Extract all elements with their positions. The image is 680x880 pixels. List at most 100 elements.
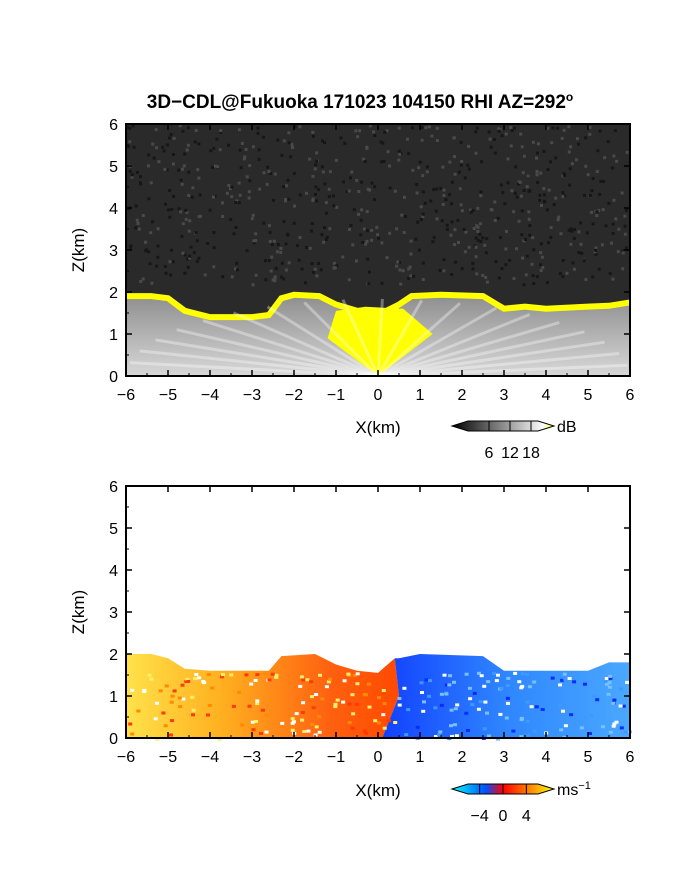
velocity-speck bbox=[341, 700, 346, 704]
colorbar-unit: dB bbox=[557, 419, 577, 436]
noise-speck bbox=[256, 126, 260, 130]
velocity-speck bbox=[163, 724, 168, 728]
noise-speck bbox=[264, 278, 268, 282]
noise-speck bbox=[395, 227, 399, 231]
velocity-speck bbox=[317, 730, 322, 734]
noise-speck bbox=[561, 174, 565, 178]
velocity-speck bbox=[420, 691, 424, 694]
velocity-speck bbox=[561, 709, 565, 713]
velocity-speck bbox=[540, 708, 545, 711]
velocity-speck bbox=[464, 711, 469, 715]
noise-speck bbox=[545, 208, 549, 212]
noise-speck bbox=[417, 248, 421, 252]
noise-speck bbox=[497, 129, 501, 133]
velocity-speck bbox=[169, 700, 174, 704]
velocity-speck bbox=[486, 734, 491, 738]
noise-speck bbox=[474, 151, 478, 155]
noise-speck bbox=[276, 138, 280, 142]
velocity-speck bbox=[625, 680, 630, 684]
noise-speck bbox=[463, 250, 467, 254]
noise-speck bbox=[289, 155, 293, 159]
noise-speck bbox=[506, 181, 510, 185]
noise-speck bbox=[509, 144, 513, 148]
noise-speck bbox=[219, 129, 223, 133]
x-tick-label: 2 bbox=[458, 387, 467, 404]
y-tick-label: 3 bbox=[109, 243, 118, 260]
noise-speck bbox=[527, 217, 531, 221]
noise-speck bbox=[471, 267, 475, 271]
velocity-speck bbox=[444, 692, 449, 696]
velocity-speck bbox=[579, 726, 584, 730]
noise-speck bbox=[323, 182, 327, 186]
noise-speck bbox=[472, 227, 476, 230]
velocity-speck bbox=[393, 721, 398, 724]
velocity-speck bbox=[529, 705, 534, 709]
noise-speck bbox=[126, 125, 130, 129]
noise-speck bbox=[599, 179, 603, 183]
noise-speck bbox=[311, 174, 315, 178]
noise-speck bbox=[604, 224, 608, 228]
noise-speck bbox=[186, 265, 190, 269]
noise-speck bbox=[197, 256, 201, 260]
noise-speck bbox=[522, 283, 526, 287]
noise-speck bbox=[474, 130, 478, 134]
noise-speck bbox=[323, 226, 326, 230]
velocity-speck bbox=[476, 707, 481, 711]
noise-speck bbox=[460, 267, 464, 271]
noise-speck bbox=[314, 192, 317, 196]
noise-speck bbox=[335, 264, 339, 268]
noise-speck bbox=[512, 210, 516, 214]
x-tick-label: −3 bbox=[243, 749, 261, 766]
colorbar-tick-label: 18 bbox=[522, 445, 540, 462]
noise-speck bbox=[366, 187, 370, 191]
velocity-speck bbox=[328, 677, 332, 681]
velocity-speck bbox=[181, 697, 186, 701]
beam-ray bbox=[377, 330, 585, 378]
noise-speck bbox=[500, 267, 504, 271]
noise-speck bbox=[449, 233, 453, 237]
noise-speck bbox=[417, 166, 421, 170]
noise-speck bbox=[570, 229, 574, 233]
noise-speck bbox=[562, 128, 566, 132]
noise-speck bbox=[248, 179, 252, 183]
noise-speck bbox=[615, 159, 619, 163]
velocity-speck bbox=[299, 675, 304, 679]
noise-speck bbox=[188, 256, 191, 260]
noise-speck bbox=[575, 158, 578, 162]
noise-speck bbox=[181, 251, 185, 255]
noise-speck bbox=[211, 165, 214, 169]
noise-speck bbox=[331, 194, 335, 198]
velocity-speck bbox=[466, 729, 470, 732]
noise-speck bbox=[614, 217, 618, 221]
noise-speck bbox=[257, 157, 261, 161]
velocity-speck bbox=[621, 704, 626, 708]
noise-speck bbox=[311, 134, 315, 138]
noise-speck bbox=[522, 239, 526, 243]
velocity-speck bbox=[517, 680, 522, 684]
velocity-speck bbox=[255, 702, 260, 705]
noise-speck bbox=[396, 260, 400, 264]
noise-speck bbox=[613, 129, 617, 133]
noise-speck bbox=[347, 278, 351, 282]
noise-speck bbox=[237, 201, 241, 205]
y-axis-ticks: 0 1 2 3 4 5 6 bbox=[109, 479, 630, 748]
noise-speck bbox=[141, 277, 145, 281]
velocity-speck bbox=[558, 704, 562, 708]
noise-speck bbox=[560, 136, 564, 140]
noise-speck bbox=[245, 175, 249, 179]
velocity-speck bbox=[496, 737, 500, 741]
noise-speck bbox=[147, 164, 150, 168]
noise-speck bbox=[287, 197, 291, 201]
noise-speck bbox=[272, 198, 276, 202]
noise-speck bbox=[192, 251, 196, 255]
noise-speck bbox=[324, 201, 328, 205]
y-tick-label: 6 bbox=[109, 479, 118, 496]
velocity-speck bbox=[206, 673, 211, 676]
noise-speck bbox=[445, 223, 449, 227]
x-tick-label: −4 bbox=[201, 749, 219, 766]
colorbar-tick-label: 6 bbox=[485, 445, 494, 462]
noise-speck bbox=[509, 126, 513, 129]
noise-speck bbox=[608, 272, 612, 276]
velocity-speck bbox=[601, 725, 605, 729]
noise-speck bbox=[611, 222, 615, 226]
